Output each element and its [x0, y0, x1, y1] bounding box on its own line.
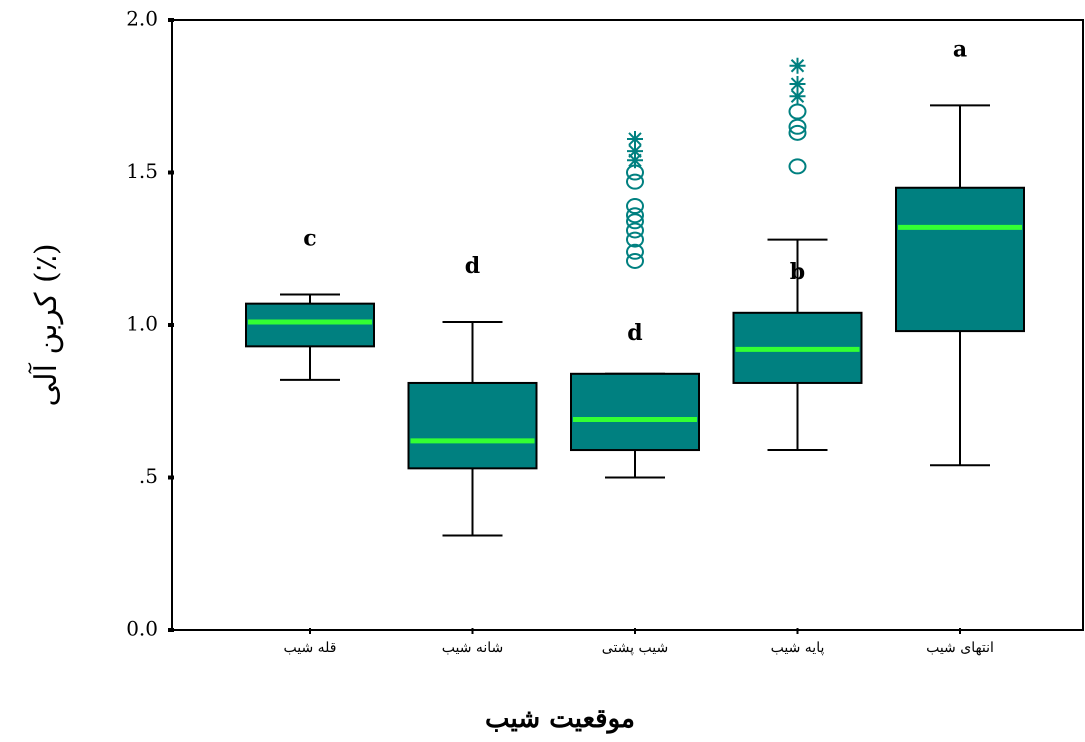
y-tick-label: 2.0	[126, 7, 158, 31]
outlier	[788, 158, 807, 175]
outlier	[788, 103, 807, 120]
extreme	[789, 57, 806, 74]
group-label: b	[790, 259, 805, 285]
outlier	[626, 252, 644, 269]
x-axis-label: موقعیت شیب	[485, 704, 635, 734]
extreme	[627, 130, 643, 147]
box	[407, 381, 538, 470]
outlier	[626, 173, 644, 190]
outlier	[626, 213, 644, 230]
x-tick-label: قله شیب	[284, 640, 337, 656]
box	[245, 302, 375, 348]
x-tick-label: شانه شیب	[442, 640, 504, 656]
outlier	[626, 231, 644, 248]
extreme	[627, 143, 643, 160]
extreme	[627, 152, 643, 169]
x-tick-label: شیب پشتی	[602, 640, 668, 656]
outlier	[626, 222, 644, 239]
y-tick-label: 1.0	[126, 312, 158, 336]
extreme	[789, 88, 806, 105]
group-label: d	[627, 320, 642, 346]
extreme	[789, 76, 806, 93]
outlier	[626, 198, 644, 215]
x-tick-label: انتهای شیب	[926, 640, 994, 656]
group-label: c	[303, 226, 316, 252]
outlier	[788, 118, 807, 135]
group-label: a	[953, 36, 967, 62]
outlier	[626, 207, 644, 224]
y-axis-label: کربن آلی (٪)	[27, 243, 64, 406]
y-tick-label: 0.0	[126, 617, 158, 641]
group-label: d	[465, 253, 480, 279]
outlier	[626, 243, 644, 260]
box	[570, 372, 700, 452]
y-tick-label: .5	[139, 464, 158, 488]
y-tick-label: 1.5	[126, 159, 158, 183]
box	[895, 186, 1025, 333]
x-tick-label: پایه شیب	[771, 640, 825, 656]
outlier	[788, 124, 807, 141]
